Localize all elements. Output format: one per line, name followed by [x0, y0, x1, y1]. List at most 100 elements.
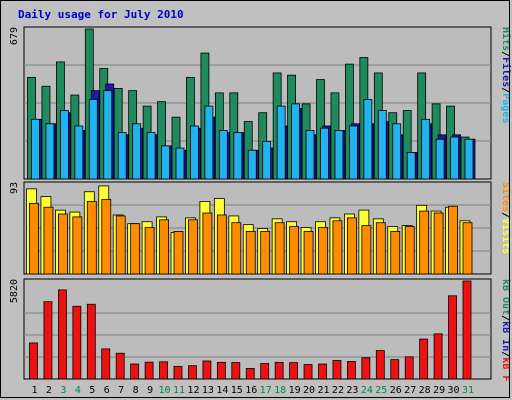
- x-tick-label-1: 1: [31, 385, 37, 396]
- bar-sites-day-12: [188, 219, 198, 275]
- bar-kb-in-day-1: [29, 342, 38, 380]
- bar-kb-in-day-6: [101, 348, 111, 380]
- bar-kb-in-day-17: [260, 363, 270, 380]
- bar-kb-in-day-19: [289, 362, 299, 380]
- bar-pages-day-4: [74, 125, 84, 180]
- bar-pages-day-28: [421, 118, 431, 180]
- bar-kb-in-day-10: [159, 361, 168, 380]
- x-tick-label-13: 13: [202, 385, 214, 396]
- x-tick-label-2: 2: [46, 385, 52, 396]
- bar-sites-day-17: [260, 231, 271, 275]
- bar-pages-day-19: [291, 103, 301, 180]
- bar-sites-day-22: [332, 220, 343, 275]
- x-tick-label-22: 22: [332, 385, 344, 396]
- legend-item-sites: Sites: [500, 182, 512, 212]
- x-tick-label-7: 7: [118, 385, 124, 396]
- bar-pages-day-24: [363, 99, 373, 180]
- x-tick-label-3: 3: [60, 385, 66, 396]
- bar-pages-day-30: [450, 136, 459, 180]
- bar-pages-day-27: [406, 152, 416, 180]
- bar-pages-day-20: [305, 129, 315, 180]
- bar-sites-day-26: [390, 231, 401, 275]
- x-tick-label-20: 20: [303, 385, 315, 396]
- x-tick-label-15: 15: [231, 385, 243, 396]
- bar-sites-day-11: [173, 231, 184, 275]
- legend-separator: /: [500, 315, 511, 321]
- x-tick-label-28: 28: [419, 385, 431, 396]
- bar-kb-in-day-7: [115, 352, 125, 380]
- x-tick-label-9: 9: [147, 385, 153, 396]
- bar-kb-in-day-11: [173, 365, 183, 380]
- bar-kb-in-day-29: [433, 333, 443, 380]
- bar-kb-in-day-15: [231, 362, 241, 380]
- bar-pages-day-13: [204, 105, 214, 180]
- bar-sites-day-28: [419, 210, 430, 275]
- bar-sites-day-1: [29, 202, 39, 275]
- legend-middle: Sites/Visits: [500, 182, 512, 254]
- bar-pages-day-17: [262, 141, 272, 180]
- chart-title: Daily usage for July 2010: [18, 8, 184, 21]
- bar-pages-day-3: [60, 110, 69, 180]
- bar-pages-day-16: [247, 149, 257, 180]
- bar-kb-in-day-2: [43, 301, 53, 380]
- bar-kb-in-day-13: [202, 360, 212, 380]
- bar-sites-day-27: [404, 226, 415, 275]
- x-tick-label-26: 26: [390, 385, 402, 396]
- x-tick-label-4: 4: [75, 385, 81, 396]
- legend-separator: /: [500, 351, 511, 357]
- legend-item-files: Files: [500, 57, 512, 87]
- x-tick-label-16: 16: [245, 385, 257, 396]
- bar-sites-day-24: [361, 225, 372, 275]
- legend-separator: /: [500, 87, 511, 93]
- legend-item-visits: Visits: [500, 218, 512, 254]
- bar-pages-day-1: [31, 118, 40, 180]
- legend-separator: /: [500, 212, 511, 218]
- x-tick-label-24: 24: [361, 385, 373, 396]
- bar-pages-day-7: [117, 132, 127, 180]
- x-tick-label-19: 19: [289, 385, 301, 396]
- x-tick-label-18: 18: [274, 385, 286, 396]
- bar-kb-in-day-22: [332, 360, 342, 380]
- x-tick-label-17: 17: [260, 385, 272, 396]
- bar-pages-day-5: [88, 99, 98, 180]
- bar-kb-in-day-31: [462, 280, 472, 380]
- ymax-label-bottom: 5820: [9, 279, 20, 303]
- legend-item-kb-out: kB Out: [500, 279, 511, 315]
- bar-kb-in-day-30: [448, 295, 457, 380]
- bar-kb-in-day-24: [361, 357, 371, 380]
- bar-sites-day-4: [72, 216, 83, 275]
- x-tick-label-25: 25: [375, 385, 387, 396]
- bar-sites-day-20: [303, 231, 314, 275]
- bar-kb-in-day-18: [274, 361, 284, 380]
- bar-sites-day-25: [375, 222, 386, 275]
- bar-pages-day-26: [392, 123, 402, 180]
- bar-sites-day-23: [346, 217, 357, 275]
- legend-item-kb-in: kB In: [500, 321, 511, 351]
- bar-kb-in-day-27: [404, 356, 414, 380]
- x-tick-label-10: 10: [159, 385, 171, 396]
- bar-sites-day-29: [433, 212, 444, 275]
- bar-pages-day-8: [132, 123, 142, 180]
- legend-item-kb-f: kB F: [500, 357, 511, 381]
- x-tick-label-21: 21: [317, 385, 329, 396]
- bar-kb-in-day-8: [130, 363, 140, 380]
- bar-kb-in-day-26: [390, 359, 400, 380]
- x-tick-label-29: 29: [433, 385, 445, 396]
- bar-kb-in-day-21: [318, 363, 327, 380]
- bar-pages-day-18: [276, 105, 286, 180]
- bar-sites-day-14: [216, 214, 227, 275]
- bar-sites-day-19: [289, 226, 300, 275]
- bar-sites-day-30: [448, 205, 458, 275]
- bar-pages-day-12: [190, 125, 199, 180]
- bar-kb-in-day-3: [58, 289, 67, 380]
- bar-sites-day-18: [274, 222, 285, 275]
- bar-pages-day-14: [218, 129, 228, 180]
- bar-kb-in-day-4: [72, 305, 82, 380]
- ymax-label-top: 679: [9, 27, 20, 45]
- x-tick-label-8: 8: [133, 385, 139, 396]
- bar-pages-day-29: [435, 138, 445, 180]
- ymax-label-middle: 93: [9, 182, 20, 194]
- bar-sites-day-5: [86, 201, 97, 275]
- bar-pages-day-23: [348, 125, 358, 180]
